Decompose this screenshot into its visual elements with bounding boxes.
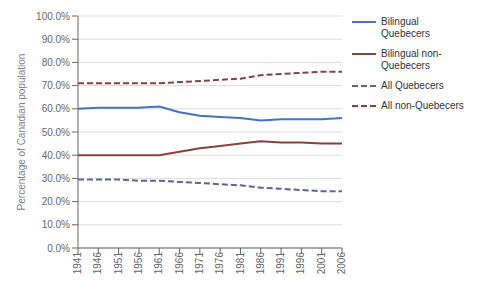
svg-text:10.0%: 10.0% — [42, 219, 70, 230]
svg-text:0.0%: 0.0% — [47, 243, 70, 254]
svg-text:70.0%: 70.0% — [42, 80, 70, 91]
svg-text:50.0%: 50.0% — [42, 127, 70, 138]
svg-text:2001: 2001 — [316, 252, 327, 275]
svg-text:20.0%: 20.0% — [42, 196, 70, 207]
svg-text:40.0%: 40.0% — [42, 150, 70, 161]
svg-text:1986: 1986 — [255, 252, 266, 275]
svg-text:80.0%: 80.0% — [42, 57, 70, 68]
svg-text:2006: 2006 — [336, 252, 347, 275]
html-text:All non-Quebecers: All non-Quebecers — [381, 100, 464, 111]
svg-text:1941: 1941 — [72, 252, 83, 275]
svg-text:1971: 1971 — [194, 252, 205, 275]
html-text:Bilingual Quebecers: Bilingual Quebecers — [381, 16, 430, 39]
svg-text:1996: 1996 — [295, 252, 306, 275]
svg-text:1991: 1991 — [275, 252, 286, 275]
svg-text:1976: 1976 — [214, 252, 225, 275]
svg-text:1981: 1981 — [235, 252, 246, 275]
svg-text:Percentage of Canadian populat: Percentage of Canadian population — [16, 54, 27, 211]
svg-text:1946: 1946 — [92, 252, 103, 275]
svg-text:60.0%: 60.0% — [42, 103, 70, 114]
svg-text:90.0%: 90.0% — [42, 34, 70, 45]
svg-text:1961: 1961 — [153, 252, 164, 275]
svg-text:1956: 1956 — [133, 252, 144, 275]
svg-text:1951: 1951 — [113, 252, 124, 275]
html-text:All Quebecers: All Quebecers — [381, 80, 444, 91]
svg-text:1966: 1966 — [174, 252, 185, 275]
html-text:Bilingual non- Quebecers: Bilingual non- Quebecers — [381, 48, 442, 71]
svg-text:100.0%: 100.0% — [36, 11, 70, 22]
svg-text:30.0%: 30.0% — [42, 173, 70, 184]
